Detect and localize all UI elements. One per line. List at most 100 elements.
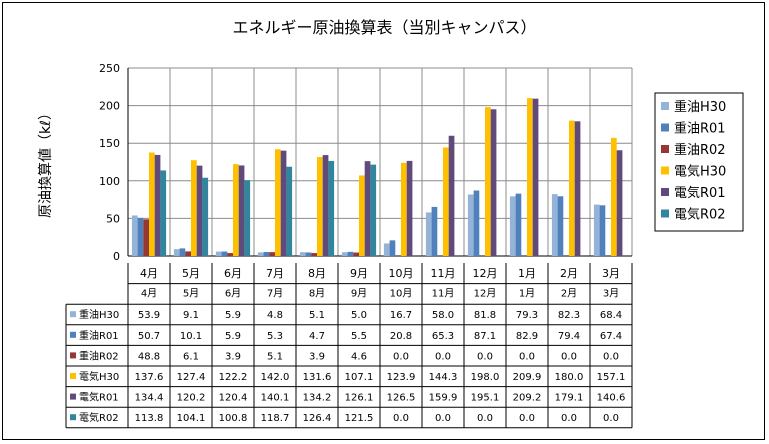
bar-重油R02-7月 (269, 252, 275, 256)
table-header: 5月 (183, 288, 199, 300)
table-cell: 5.9 (225, 331, 241, 342)
table-header: 10月 (390, 288, 413, 300)
table-cell: 180.0 (555, 372, 584, 383)
table-cell: 120.2 (177, 393, 206, 404)
bar-電気H30-9月 (359, 175, 365, 256)
bar-電気R01-4月 (154, 154, 161, 256)
x-tick-label: 7月 (266, 267, 284, 280)
bar-重油H30-8月 (299, 252, 306, 256)
table-header: 3月 (603, 288, 619, 300)
bar-重油R01-5月 (179, 248, 186, 256)
table-header: 1月 (519, 288, 535, 300)
table-cell: 4.6 (351, 351, 367, 362)
legend-swatch (661, 209, 669, 218)
table-cell: 121.5 (345, 413, 374, 424)
bar-重油H30-4月 (131, 215, 138, 256)
table-series-label: 電気R01 (79, 391, 119, 404)
x-tick-label: 1月 (518, 267, 536, 280)
table-cell: 131.6 (303, 372, 332, 383)
table-cell: 209.2 (513, 393, 542, 404)
table-cell: 5.5 (351, 331, 367, 342)
table-cell: 134.2 (303, 393, 332, 404)
bar-電気H30-7月 (275, 149, 281, 256)
bar-電気H30-2月 (569, 120, 575, 256)
table-cell: 0.0 (393, 413, 409, 424)
x-tick-label: 8月 (308, 267, 326, 280)
bar-重油H30-9月 (341, 252, 348, 256)
legend-box (654, 92, 744, 232)
table-cell: 0.0 (561, 413, 577, 424)
x-tick-label: 3月 (602, 267, 620, 280)
table-cell: 0.0 (393, 351, 409, 362)
legend-label: 電気R02 (674, 207, 726, 223)
x-tick-label: 2月 (560, 267, 578, 280)
table-cell: 3.9 (225, 351, 241, 362)
bar-重油R01-11月 (431, 206, 438, 256)
table-cell: 53.9 (138, 310, 160, 321)
table-header: 9月 (351, 288, 367, 300)
bar-電気R01-5月 (196, 165, 203, 256)
table-cell: 126.5 (387, 393, 416, 404)
table-cell: 0.0 (519, 351, 535, 362)
table-cell: 0.0 (519, 413, 535, 424)
table-cell: 127.4 (177, 372, 206, 383)
table-legend-key (70, 393, 76, 400)
table-cell: 20.8 (390, 331, 412, 342)
bar-重油R01-3月 (599, 205, 606, 256)
bar-重油R01-12月 (473, 190, 480, 256)
bar-電気R01-1月 (532, 98, 539, 257)
table-cell: 198.0 (471, 372, 500, 383)
y-tick-label: 200 (99, 100, 120, 113)
table-cell: 5.1 (267, 351, 283, 362)
x-tick-label: 5月 (182, 267, 200, 280)
table-header: 2月 (561, 288, 577, 300)
table-cell: 48.8 (138, 351, 160, 362)
bar-重油R01-6月 (221, 251, 228, 256)
table-cell: 5.0 (351, 310, 367, 321)
bar-重油R02-5月 (185, 251, 191, 256)
table-cell: 134.4 (135, 393, 164, 404)
table-cell: 79.4 (558, 331, 580, 342)
x-tick-label: 4月 (140, 267, 158, 280)
table-cell: 50.7 (138, 331, 160, 342)
table-series-label: 電気H30 (79, 370, 119, 383)
bar-重油R01-4月 (137, 217, 144, 256)
bar-電気R02-4月 (160, 170, 167, 256)
table-cell: 120.4 (219, 393, 248, 404)
table-cell: 0.0 (561, 351, 577, 362)
table-header: 8月 (309, 288, 325, 300)
table-header: 4月 (141, 288, 157, 300)
table-cell: 5.9 (225, 310, 241, 321)
table-header: 12月 (474, 288, 497, 300)
bar-電気R01-8月 (322, 155, 329, 256)
table-cell: 3.9 (309, 351, 325, 362)
bar-電気R01-9月 (364, 161, 371, 256)
bar-電気H30-8月 (317, 157, 323, 256)
table-cell: 107.1 (345, 372, 374, 383)
table-cell: 10.1 (180, 331, 202, 342)
table-cell: 137.6 (135, 372, 164, 383)
bar-電気R01-3月 (616, 150, 623, 256)
bar-重油R01-2月 (557, 196, 564, 256)
bar-重油R01-7月 (263, 252, 270, 256)
table-cell: 104.1 (177, 413, 206, 424)
legend-swatch (661, 123, 669, 132)
table-legend-key (70, 311, 76, 318)
table-cell: 82.9 (516, 331, 538, 342)
y-tick-label: 50 (106, 212, 120, 225)
table-cell: 9.1 (183, 310, 199, 321)
table-series-label: 電気R02 (79, 411, 119, 424)
x-tick-label: 9月 (350, 267, 368, 280)
y-tick-label: 150 (99, 137, 120, 150)
table-cell: 82.3 (558, 310, 580, 321)
bar-重油R02-8月 (311, 253, 317, 256)
chart-title: エネルギー原油換算表（当別キャンパス） (232, 18, 537, 37)
bar-電気R01-2月 (574, 121, 581, 256)
x-tick-label: 11月 (431, 267, 456, 280)
bar-電気R01-11月 (448, 135, 455, 256)
table-cell: 113.8 (135, 413, 164, 424)
table-cell: 123.9 (387, 372, 416, 383)
bar-電気H30-1月 (527, 98, 533, 256)
table-cell: 209.9 (513, 372, 542, 383)
table-cell: 6.1 (183, 351, 199, 362)
